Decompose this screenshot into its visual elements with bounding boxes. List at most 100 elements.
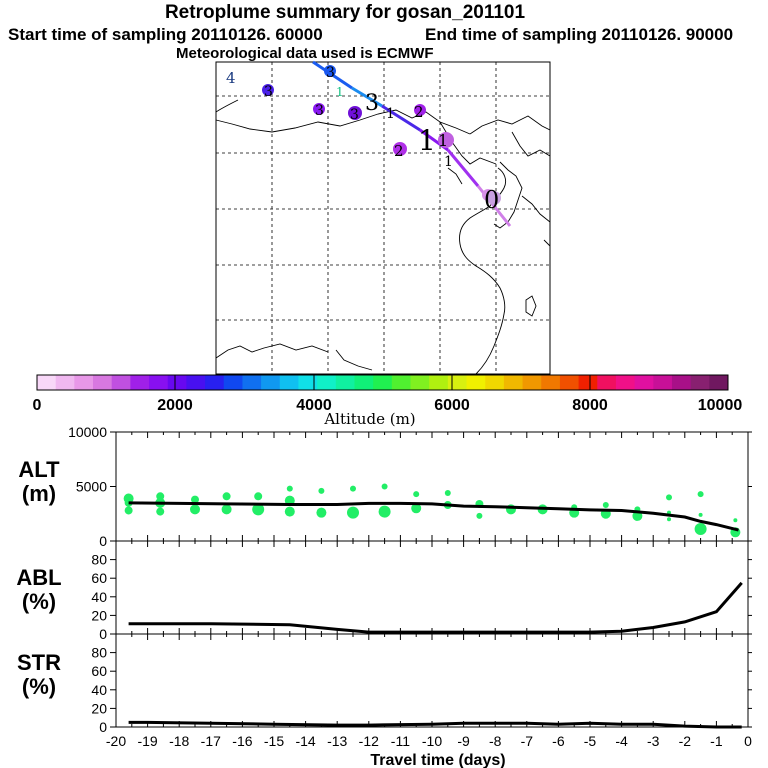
altitude-scatter-point bbox=[221, 504, 232, 515]
altitude-scatter-point bbox=[698, 512, 703, 517]
altitude-scatter-point bbox=[602, 502, 609, 509]
trajectory-segment bbox=[381, 104, 421, 132]
colorbar-cell bbox=[653, 375, 673, 390]
end-time-label: End time of sampling 20110126. 90000 bbox=[425, 25, 734, 44]
colorbar-tick-label: 10000 bbox=[698, 397, 743, 414]
colorbar-tick-label: 8000 bbox=[572, 397, 608, 414]
x-tick-label: -16 bbox=[232, 733, 252, 749]
plume-clusters bbox=[262, 65, 501, 205]
x-tick-label: -7 bbox=[521, 733, 534, 749]
altitude-scatter-point bbox=[284, 506, 295, 517]
colorbar-cell bbox=[559, 375, 580, 390]
colorbar-cell bbox=[223, 375, 243, 390]
y-tick-label: 60 bbox=[91, 663, 107, 679]
colorbar-cell bbox=[634, 375, 654, 390]
colorbar-cell bbox=[37, 375, 57, 390]
colorbar-cell bbox=[485, 375, 505, 390]
y-tick-label: 5000 bbox=[76, 479, 107, 495]
colorbar-cell bbox=[130, 375, 150, 390]
altitude-scatter-point bbox=[124, 506, 133, 515]
x-tick-label: -2 bbox=[679, 733, 692, 749]
altitude-scatter-point bbox=[347, 506, 359, 519]
colorbar-cell bbox=[391, 375, 412, 390]
abl-label-line2: (%) bbox=[22, 589, 56, 614]
y-tick-label: 40 bbox=[91, 589, 107, 605]
cluster-number: 0 bbox=[484, 186, 499, 214]
cluster-number: 4 bbox=[226, 69, 236, 87]
colorbar-cell bbox=[690, 375, 710, 390]
x-tick-label: -5 bbox=[584, 733, 597, 749]
border-line bbox=[215, 109, 471, 135]
altitude-scatter-point bbox=[733, 518, 738, 523]
colorbar-cell bbox=[111, 375, 131, 390]
cluster-number: 1 bbox=[444, 154, 453, 170]
altitude-scatter-point bbox=[697, 491, 704, 498]
y-tick-label: 80 bbox=[91, 552, 107, 568]
y-tick-label: 40 bbox=[91, 682, 107, 698]
x-tick-label: -3 bbox=[647, 733, 660, 749]
cluster-number: 3 bbox=[365, 91, 379, 116]
y-tick-label: 10000 bbox=[68, 424, 107, 440]
altitude-colorbar: 0 2000 4000 6000 8000 10000 Altitude (m) bbox=[33, 374, 743, 428]
cluster-number: 3 bbox=[264, 84, 273, 100]
altitude-scatter-point bbox=[667, 517, 671, 522]
altitude-scatter-point bbox=[666, 494, 672, 501]
cluster-number: 3 bbox=[315, 103, 324, 119]
colorbar-cell bbox=[671, 375, 692, 390]
colorbar-tick-labels: 0 2000 4000 6000 8000 10000 bbox=[33, 397, 743, 414]
coastline bbox=[493, 161, 523, 229]
x-tick-label: -18 bbox=[169, 733, 189, 749]
colorbar-cell bbox=[522, 375, 542, 390]
colorbar-cell bbox=[93, 375, 113, 390]
colorbar-cell bbox=[597, 375, 617, 390]
altitude-scatter-point bbox=[381, 483, 388, 490]
x-tick-label: -10 bbox=[422, 733, 442, 749]
alt-label-line2: (m) bbox=[22, 481, 56, 506]
colorbar-tick-label: 6000 bbox=[434, 397, 470, 414]
colorbar-cell bbox=[503, 375, 524, 390]
cluster-number: 2 bbox=[414, 103, 424, 121]
alt-label-line1: ALT bbox=[18, 457, 60, 482]
plume-cluster-marker bbox=[348, 106, 362, 120]
colorbar-cell bbox=[541, 375, 561, 390]
x-tick-label: -11 bbox=[391, 733, 410, 749]
x-tick-label: -19 bbox=[137, 733, 157, 749]
colorbar-cell bbox=[466, 375, 486, 390]
altitude-scatter-point bbox=[694, 523, 707, 536]
altitude-scatter-point bbox=[222, 492, 231, 501]
map-panel: 4 3 3 3 3 1 3 2 2 1 1 1 1 0 bbox=[215, 60, 551, 375]
cluster-labels: 4 3 3 3 3 1 3 2 2 1 1 1 1 0 bbox=[226, 65, 499, 214]
colorbar-frame bbox=[36, 374, 729, 391]
y-tick-label: 0 bbox=[99, 626, 107, 642]
map-frame bbox=[215, 61, 551, 375]
colorbar-cell bbox=[373, 375, 393, 390]
colorbar-cell bbox=[149, 375, 169, 390]
altitude-scatter-point bbox=[252, 503, 265, 516]
plume-cluster-marker bbox=[393, 142, 407, 156]
altitude-scatter-point bbox=[316, 507, 327, 518]
altitude-scatter-point bbox=[444, 490, 451, 497]
coastline bbox=[447, 167, 463, 185]
altitude-scatter-point bbox=[254, 492, 263, 501]
start-time-label: Start time of sampling 20110126. 60000 bbox=[8, 25, 323, 44]
altitude-scatter-point bbox=[411, 503, 422, 514]
x-tick-label: -17 bbox=[201, 733, 221, 749]
plume-cluster-marker bbox=[262, 84, 274, 96]
border-line bbox=[469, 115, 551, 135]
altitude-scatter-point bbox=[156, 507, 165, 516]
colorbar-tick-label: 2000 bbox=[157, 397, 193, 414]
colorbar-cell bbox=[429, 375, 449, 390]
colorbar-cell bbox=[335, 375, 355, 390]
plume-cluster-marker bbox=[487, 191, 501, 205]
coastline bbox=[543, 239, 551, 247]
colorbar-axis-label: Altitude (m) bbox=[323, 410, 415, 428]
y-tick-label: 20 bbox=[91, 700, 107, 716]
x-tick-label: 0 bbox=[744, 733, 752, 749]
colorbar-cell bbox=[205, 375, 225, 390]
y-tick-label: 20 bbox=[91, 607, 107, 623]
x-tick-label: -15 bbox=[264, 733, 284, 749]
altitude-scatter-point bbox=[318, 487, 325, 494]
str-label-line2: (%) bbox=[22, 674, 56, 699]
map-graticule bbox=[216, 62, 550, 374]
